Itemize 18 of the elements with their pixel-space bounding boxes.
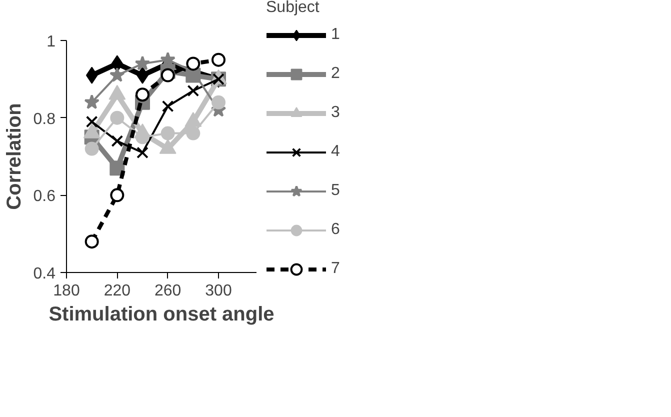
legend-label: 6 (331, 221, 341, 239)
legend-title: Subject (266, 0, 320, 17)
legend-label: 5 (331, 182, 341, 200)
x-tick-label: 220 (104, 282, 131, 300)
x-tick-label: 260 (154, 282, 182, 300)
y-tick-label: 0.4 (33, 266, 56, 282)
y-tick-label: 0.8 (33, 110, 56, 128)
legend-label: 3 (331, 104, 341, 122)
y-axis-title: Correlation (3, 103, 26, 210)
legend-label: 1 (331, 26, 341, 44)
x-tick-label: 300 (205, 282, 232, 300)
y-tick-label: 1 (46, 34, 56, 50)
x-tick-label: 180 (53, 282, 80, 300)
legend-label: 4 (331, 143, 341, 161)
legend-label: 7 (331, 260, 341, 278)
y-tick-label: 0.6 (33, 188, 56, 206)
legend-label: 2 (331, 65, 341, 83)
x-axis-title: Stimulation onset angle (48, 304, 274, 326)
